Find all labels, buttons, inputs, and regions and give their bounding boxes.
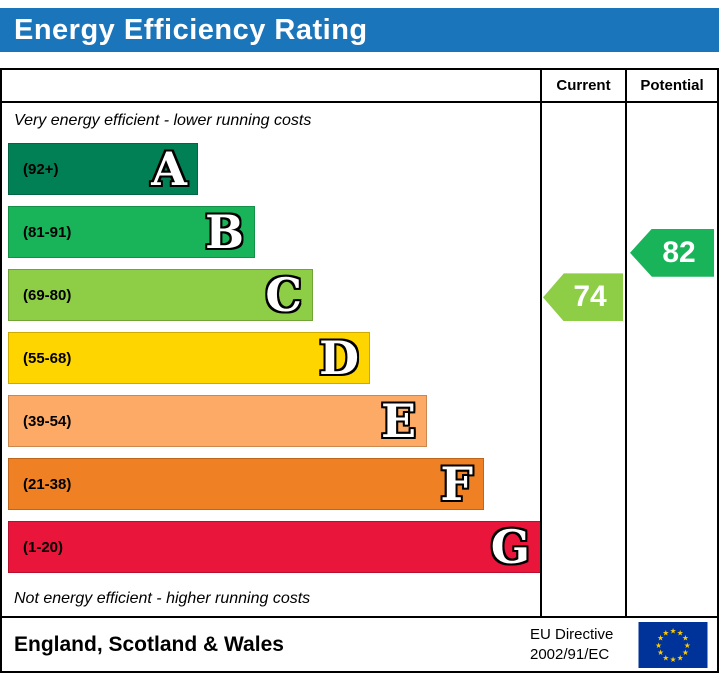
potential-column-divider xyxy=(625,70,627,616)
svg-text:★: ★ xyxy=(670,655,677,664)
band-bar-a: (92+) A xyxy=(8,143,198,195)
band-letter: E xyxy=(380,394,416,448)
potential-arrow: 82 xyxy=(630,228,714,277)
footer: England, Scotland & Wales EU Directive 2… xyxy=(0,618,719,673)
band-letter: F xyxy=(440,457,473,511)
band-letter: B xyxy=(205,205,244,259)
band-range-label: (92+) xyxy=(23,160,59,178)
band-bar-e: (39-54) E xyxy=(8,395,427,447)
svg-text:★: ★ xyxy=(684,640,691,649)
region-label: England, Scotland & Wales xyxy=(14,632,284,656)
svg-text:★: ★ xyxy=(655,640,662,649)
band-range-label: (69-80) xyxy=(23,286,72,304)
band-bar-f: (21-38) F xyxy=(8,458,484,510)
current-arrow: 74 xyxy=(543,273,623,322)
svg-text:★: ★ xyxy=(677,628,684,637)
band-range-label: (39-54) xyxy=(23,412,72,430)
svg-text:★: ★ xyxy=(677,653,684,662)
band-letter: C xyxy=(265,268,302,322)
band-bar-g: (1-20) G xyxy=(8,521,541,573)
eu-directive-line2: 2002/91/EC xyxy=(530,645,610,663)
band-range-label: (1-20) xyxy=(23,538,64,556)
band-bar-d: (55-68) D xyxy=(8,332,370,384)
eu-flag-icon: ★ ★ ★ ★ ★ ★ ★ ★ ★ ★ ★ ★ xyxy=(638,621,708,668)
svg-text:★: ★ xyxy=(662,653,669,662)
current-column-divider xyxy=(540,70,542,616)
band-range-label: (81-91) xyxy=(23,223,72,241)
band-range-label: (21-38) xyxy=(23,475,72,493)
band-range-label: (55-68) xyxy=(23,349,72,367)
band-bar-c: (69-80) C xyxy=(8,269,313,321)
epc-chart: Current Potential Very energy efficient … xyxy=(0,68,719,618)
potential-column-header: Potential xyxy=(640,77,704,94)
title-bar: Energy Efficiency Rating xyxy=(0,8,719,52)
svg-text:★: ★ xyxy=(657,648,664,657)
svg-text:★: ★ xyxy=(670,626,677,635)
page-title: Energy Efficiency Rating xyxy=(14,13,368,46)
eu-directive-label: EU Directive 2002/91/EC xyxy=(530,624,613,665)
top-note: Very energy efficient - lower running co… xyxy=(14,112,312,129)
bottom-note: Not energy efficient - higher running co… xyxy=(14,590,311,607)
svg-text:★: ★ xyxy=(682,633,689,642)
band-letter: D xyxy=(319,331,359,385)
eu-directive-line1: EU Directive xyxy=(530,625,614,643)
svg-text:★: ★ xyxy=(682,648,689,657)
band-letter: G xyxy=(490,520,530,574)
current-value: 74 xyxy=(573,280,607,314)
potential-value: 82 xyxy=(662,235,696,269)
current-column-header: Current xyxy=(556,77,611,94)
svg-text:★: ★ xyxy=(662,628,669,637)
bands: (92+) A (81-91) B (69-80) C (55-68) D (39-54) E (2… xyxy=(2,143,541,584)
svg-text:★: ★ xyxy=(657,633,664,642)
band-bar-b: (81-91) B xyxy=(8,206,255,258)
band-letter: A xyxy=(151,142,187,196)
chart-header: Current Potential xyxy=(2,70,717,103)
